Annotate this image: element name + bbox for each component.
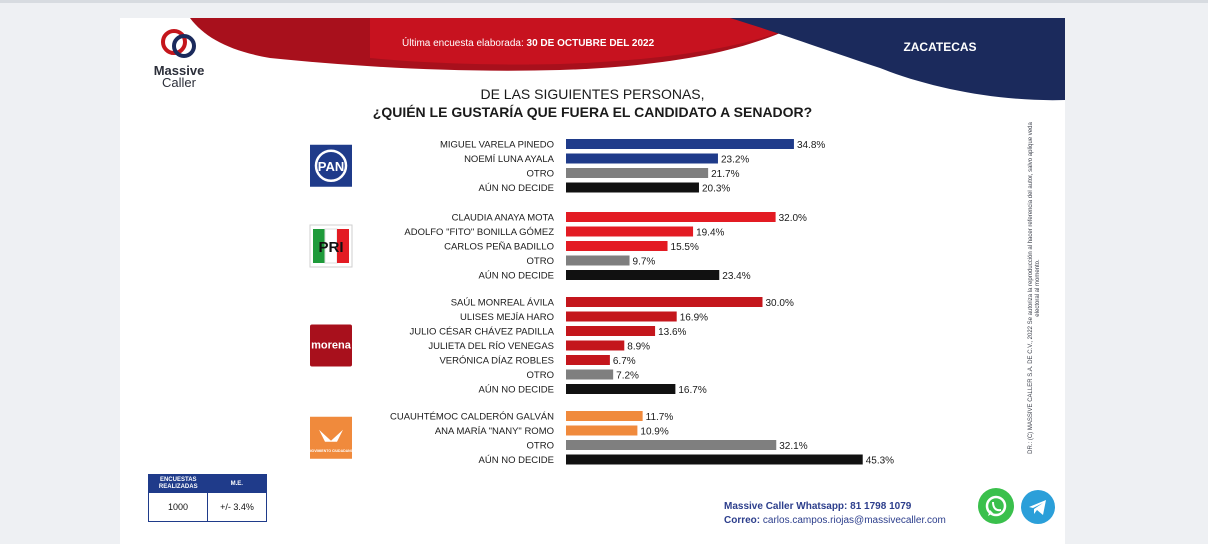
margin-error-value: +/- 3.4% [220, 502, 254, 512]
whatsapp-number: 81 1798 1079 [850, 501, 912, 512]
bar-value-label: 13.6% [658, 327, 686, 338]
pan-logo-ring [314, 149, 348, 182]
mc-logo [310, 416, 352, 459]
region-title: ZACATECAS [903, 40, 977, 54]
infographic-card: Massive Caller Última encuesta elaborada… [120, 18, 1065, 544]
bar-label: NOEMÍ LUNA AYALA [464, 154, 555, 165]
bar [566, 153, 718, 164]
bar-value-label: 19.4% [696, 228, 724, 239]
bar-value-label: 32.0% [779, 213, 807, 224]
email-address: carlos.campos.riojas@massivecaller.com [762, 515, 946, 526]
bar-value-label: 45.3% [866, 456, 894, 467]
survey-date-line: Última encuesta elaborada: 30 DE OCTUBRE… [402, 38, 702, 49]
bar [566, 139, 794, 149]
bar [566, 270, 720, 280]
bar-value-label: 9.7% [633, 257, 656, 268]
morena-logo [310, 324, 352, 367]
surveys-value: 1000 [149, 493, 208, 521]
bar-label: ADOLFO "FITO" BONILLA GÓMEZ [404, 227, 554, 238]
bar [566, 297, 763, 307]
bar [566, 369, 614, 380]
bar [566, 182, 699, 193]
bar [566, 440, 777, 450]
bar-value-label: 16.9% [680, 313, 708, 324]
question-line-1: DE LAS SIGUIENTES PERSONAS, [480, 86, 705, 102]
bar-label: OTRO [527, 441, 554, 452]
bar-label: OTRO [527, 370, 554, 381]
bar-label: CLAUDIA ANAYA MOTA [452, 213, 555, 224]
bar [566, 411, 643, 421]
bar-label: AÚN NO DECIDE [479, 455, 554, 466]
bar [566, 326, 656, 336]
bar-value-label: 7.2% [616, 371, 639, 382]
bar-label: AÚN NO DECIDE [479, 271, 554, 282]
bar-value-label: 10.9% [640, 427, 668, 438]
bar [566, 355, 610, 365]
bar-label: MIGUEL VARELA PINEDO [440, 140, 554, 151]
bar [566, 255, 630, 266]
copyright-note: DR.: (C) MASSIVE CALLER S.A. DE C.V., 20… [1025, 122, 1047, 456]
whatsapp-label: Massive Caller Whatsapp: [724, 501, 848, 512]
bar [566, 384, 676, 394]
bar-label: OTRO [527, 256, 554, 267]
survey-date: 30 DE OCTUBRE DEL 2022 [526, 38, 655, 49]
bar-value-label: 23.4% [722, 271, 750, 282]
bar-label: ULISES MEJÍA HARO [460, 312, 554, 323]
bar-label: CUAUHTÉMOC CALDERÓN GALVÁN [390, 412, 554, 423]
bar [566, 226, 694, 237]
survey-date-label: Última encuesta elaborada: [402, 38, 524, 49]
mc-eagle-icon [319, 429, 343, 442]
telegram-icon[interactable] [1021, 490, 1055, 524]
bar-label: VERÓNICA DÍAZ ROBLES [439, 356, 554, 367]
bar-value-label: 8.9% [627, 342, 650, 353]
bar-value-label: 16.7% [678, 385, 706, 396]
bar [566, 454, 863, 465]
bar-label: CARLOS PEÑA BADILLO [444, 242, 554, 253]
bar [566, 212, 776, 222]
pri-logo-green [313, 229, 325, 263]
bar [566, 311, 677, 322]
header-banner [190, 18, 1065, 101]
massive-caller-logo: Massive Caller [144, 28, 214, 89]
bar-label: OTRO [527, 169, 554, 180]
bar-value-label: 6.7% [613, 356, 636, 367]
whatsapp-icon[interactable] [978, 488, 1014, 524]
bar-value-label: 34.8% [797, 140, 825, 151]
pri-logo-red [337, 229, 349, 263]
bar-label: ANA MARÍA "NANY" ROMO [435, 426, 554, 437]
contact-info: Massive Caller Whatsapp: 81 1798 1079 Co… [724, 500, 946, 528]
question-line-2: ¿QUIÉN LE GUSTARÍA QUE FUERA EL CANDIDAT… [372, 104, 813, 120]
bar [566, 241, 668, 251]
bar-value-label: 32.1% [779, 441, 807, 452]
bar-label: JULIETA DEL RÍO VENEGAS [428, 341, 554, 352]
mc-logo-text: MOVIMIENTO CIUDADANO [309, 449, 354, 453]
surveys-header: ENCUESTAS REALIZADAS [158, 477, 198, 490]
bar-value-label: 30.0% [766, 298, 794, 309]
bar-label: AÚN NO DECIDE [479, 183, 554, 194]
bar-chart: MIGUEL VARELA PINEDO 34.8% NOEMÍ LUNA AYAL… [309, 139, 894, 467]
bar-value-label: 11.7% [646, 412, 674, 423]
margin-error-header: M.E. [230, 480, 243, 487]
logo-name: Massive [153, 63, 205, 78]
logo-subname: Caller [162, 75, 196, 90]
pan-logo-text: PAN [318, 159, 344, 174]
bar [566, 340, 625, 351]
bar [566, 168, 709, 178]
bar-value-label: 15.5% [671, 242, 699, 253]
bar-value-label: 23.2% [721, 155, 749, 166]
bar-value-label: 20.3% [702, 184, 730, 195]
bar-label: SAÚL MONREAL ÁVILA [451, 298, 555, 309]
email-label: Correo: [724, 515, 761, 526]
survey-info-box: ENCUESTAS REALIZADAS M.E. 1000 +/- 3.4% [148, 474, 267, 522]
top-divider [0, 0, 1208, 3]
bar-label: JULIO CÉSAR CHÁVEZ PADILLA [410, 327, 555, 338]
bar-value-label: 21.7% [711, 169, 739, 180]
pri-logo-text: PRI [318, 239, 343, 256]
bar [566, 425, 638, 436]
copyright-text: DR.: (C) MASSIVE CALLER S.A. DE C.V., 20… [1028, 122, 1041, 454]
logo-icon [161, 29, 196, 58]
morena-logo-text: morena [311, 340, 352, 352]
bar-label: AÚN NO DECIDE [479, 385, 554, 396]
